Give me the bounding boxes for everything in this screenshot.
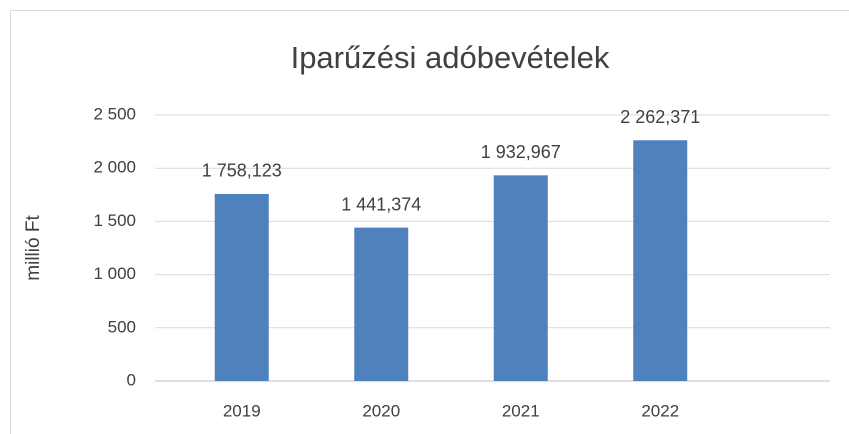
bar: [633, 140, 688, 381]
x-tick-label: 2019: [223, 401, 261, 420]
y-tick-label: 500: [108, 317, 136, 336]
y-tick-label: 2 000: [93, 158, 136, 177]
x-tick-label: 2022: [641, 401, 679, 420]
data-label: 1 758,123: [202, 161, 282, 181]
x-tick-label: 2020: [362, 401, 400, 420]
x-tick-label: 2021: [502, 401, 540, 420]
y-axis-label: millió Ft: [23, 215, 44, 281]
y-tick-label: 0: [127, 370, 136, 389]
y-tick-label: 1 500: [93, 211, 136, 230]
chart-border: [10, 10, 849, 434]
data-label: 2 262,371: [620, 107, 700, 127]
y-tick-label: 2 500: [93, 104, 136, 123]
data-label: 1 932,967: [481, 142, 561, 162]
bar: [214, 193, 269, 381]
chart-title: Iparűzési adóbevételek: [291, 40, 610, 75]
data-label: 1 441,374: [341, 194, 421, 214]
y-tick-label: 1 000: [93, 264, 136, 283]
bar: [354, 227, 409, 381]
bar: [493, 175, 548, 381]
